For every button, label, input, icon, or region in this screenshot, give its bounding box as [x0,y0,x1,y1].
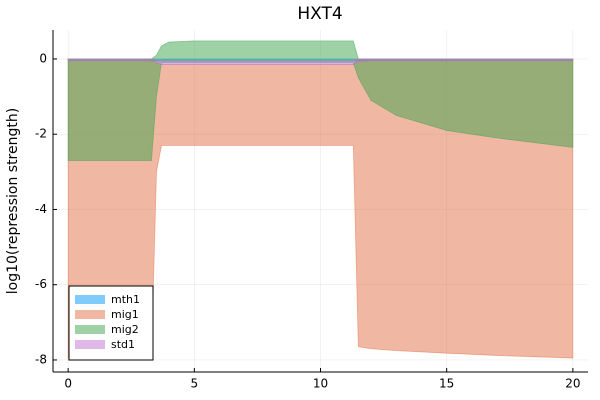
y-tick-label: -8 [35,352,47,366]
y-tick-label: 0 [39,51,47,65]
legend-label: mig1 [111,308,139,321]
legend-label: mig2 [111,323,139,336]
chart-title: HXT4 [297,4,342,24]
y-tick-label: -2 [35,127,47,141]
legend-swatch [75,310,105,319]
legend-label: std1 [111,338,135,351]
y-axis-label: log10(repression strength) [5,108,21,294]
x-tick-label: 0 [64,377,72,391]
y-tick-label: -4 [35,202,47,216]
legend-swatch [75,325,105,334]
x-tick-label: 20 [565,377,580,391]
legend-swatch [75,340,105,349]
x-tick-label: 5 [191,377,199,391]
y-tick-label: -6 [35,277,47,291]
x-tick-label: 10 [313,377,328,391]
legend-label: mth1 [111,293,140,306]
band [67,58,574,66]
legend-swatch [75,295,105,304]
x-tick-label: 15 [439,377,454,391]
